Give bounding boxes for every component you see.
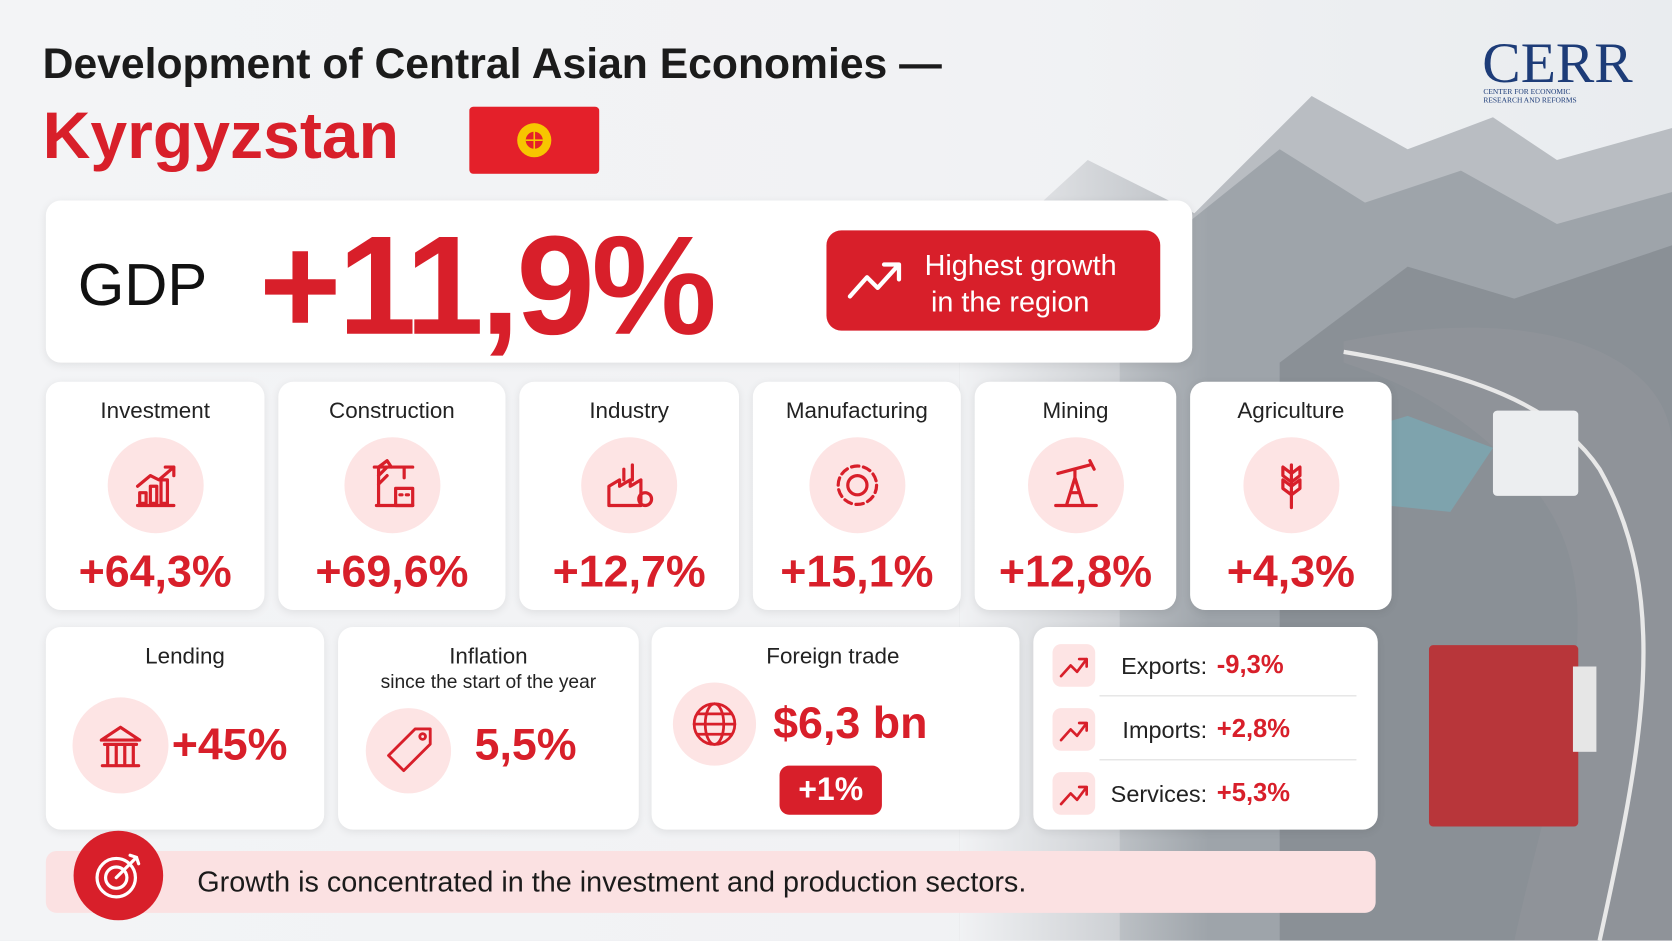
sector-card: Construction +69,6% — [278, 381, 506, 610]
separator — [1099, 695, 1357, 697]
card-sublabel: since the start of the year — [380, 670, 597, 693]
trend-icon — [1052, 772, 1096, 815]
sector-card: Investment +64,3% — [45, 381, 265, 610]
sector-value: +69,6% — [315, 545, 469, 597]
sector-name: Agriculture — [1237, 398, 1345, 424]
bank-icon — [72, 697, 169, 794]
inflation-value: 5,5% — [474, 718, 577, 769]
logo-subtitle-line: CENTER FOR ECONOMIC — [1483, 87, 1571, 96]
card-label: Inflation — [449, 644, 528, 669]
lending-value: +45% — [171, 718, 288, 769]
breakdown-label: Imports: — [1122, 716, 1208, 744]
trend-icon — [847, 262, 902, 299]
sector-icon — [343, 437, 440, 534]
sector-name: Manufacturing — [785, 398, 928, 424]
logo: CERR — [1482, 30, 1633, 95]
foreign-trade-card: Foreign trade $6,3 bn +1% — [651, 627, 1020, 830]
target-icon — [73, 830, 164, 921]
gdp-badge: Highest growth in the region — [826, 230, 1161, 331]
sector-icon — [107, 437, 204, 534]
badge-line: in the region — [930, 285, 1090, 318]
globe-icon — [672, 682, 757, 766]
separator — [1099, 759, 1357, 761]
tag-icon — [365, 708, 452, 794]
breakdown-value: -9,3% — [1216, 650, 1284, 680]
sector-name: Investment — [100, 398, 210, 424]
trade-change: +1% — [779, 765, 882, 815]
trade-value: $6,3 bn — [773, 697, 928, 748]
inflation-card: Inflation since the start of the year 5,… — [338, 627, 639, 830]
gdp-card: GDP +11,9% Highest growth in the region — [45, 200, 1193, 364]
sector-icon — [1027, 437, 1124, 534]
sector-value: +15,1% — [780, 545, 934, 597]
sector-value: +64,3% — [78, 545, 232, 597]
breakdown-value: +2,8% — [1216, 714, 1291, 744]
country: Kyrgyzstan — [42, 99, 400, 173]
gdp-value: +11,9% — [259, 206, 717, 364]
sector-icon — [808, 437, 905, 534]
sector-name: Mining — [1042, 398, 1109, 424]
lending-card: Lending +45% — [45, 627, 325, 830]
trend-icon — [1052, 644, 1096, 687]
sector-name: Construction — [329, 398, 455, 424]
sector-value: +4,3% — [1226, 545, 1355, 597]
flag — [469, 106, 600, 174]
sector-icon — [581, 437, 678, 534]
sector-card: Mining +12,8% — [974, 381, 1177, 610]
breakdown-label: Exports: — [1121, 652, 1208, 680]
card-label: Lending — [145, 644, 225, 669]
badge-text: Highest growth in the region — [925, 247, 1117, 320]
trend-icon — [1052, 708, 1096, 751]
trade-breakdown-card: Exports: -9,3% Imports: +2,8% Services: +5,3% — [1033, 627, 1378, 830]
logo-subtitle: CENTER FOR ECONOMIC RESEARCH AND REFORMS — [1483, 87, 1576, 104]
logo-subtitle-line: RESEARCH AND REFORMS — [1483, 95, 1577, 105]
badge-line: Highest growth — [924, 249, 1117, 282]
card-label: Foreign trade — [766, 644, 900, 669]
breakdown-label: Services: — [1110, 780, 1208, 808]
sector-value: +12,8% — [998, 545, 1153, 597]
footer-text: Growth is concentrated in the investment… — [197, 865, 1027, 898]
footer-bar: Growth is concentrated in the investment… — [45, 850, 1376, 913]
sector-card: Agriculture +4,3% — [1190, 381, 1392, 610]
gdp-label: GDP — [77, 250, 208, 318]
breakdown-value: +5,3% — [1216, 778, 1291, 808]
title: Development of Central Asian Economies — — [42, 40, 942, 88]
sector-icon — [1242, 437, 1339, 534]
sector-value: +12,7% — [552, 545, 706, 597]
sector-card: Industry +12,7% — [519, 381, 740, 610]
sector-card: Manufacturing +15,1% — [752, 381, 961, 610]
sector-name: Industry — [589, 398, 669, 424]
